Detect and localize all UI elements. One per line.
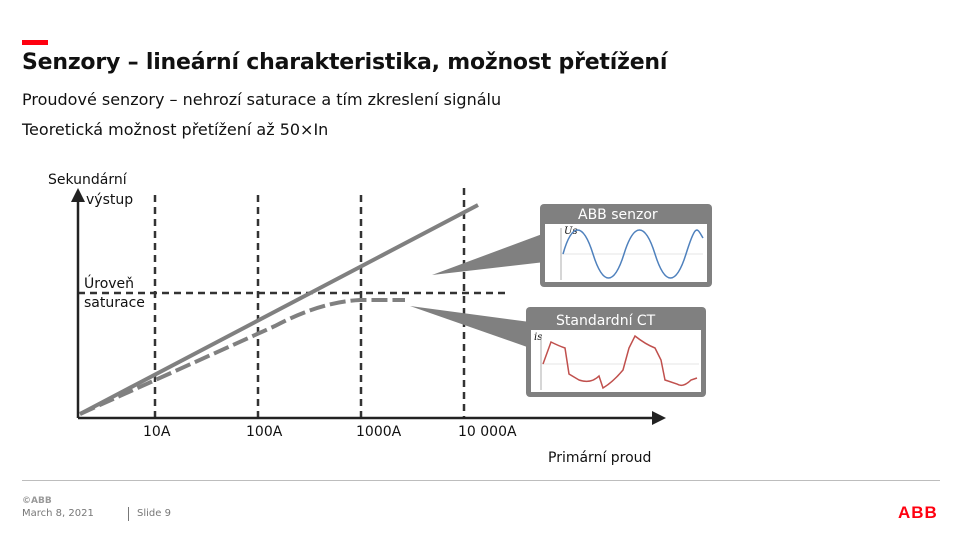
saturation-label-line2: saturace [84, 295, 145, 311]
saturation-label-line1: Úroveň [84, 276, 135, 292]
footer-date: March 8, 2021 [22, 508, 94, 519]
x-tick-label: 10A [143, 424, 171, 440]
bullet-overload: Teoretická možnost přetížení až 50×In [22, 120, 329, 139]
footer-copyright-logo: ©ABB [22, 496, 52, 506]
y-axis-label-line2: výstup [86, 192, 134, 208]
y-axis-label-line1: Sekundární [48, 172, 127, 188]
x-axis-arrow [652, 411, 666, 425]
ct-distorted-signal [540, 334, 699, 390]
x-tick-label: 10 000A [458, 424, 517, 440]
ct-inset-axis-label: is [534, 332, 543, 343]
abb-sensor-inset: ABB senzor Us [540, 204, 712, 287]
ct-callout-pointer [410, 306, 530, 348]
abb-callout-pointer [432, 233, 545, 275]
abb-inset-axis-label: Us [564, 226, 578, 237]
footer-slide-number: Slide 9 [137, 508, 171, 519]
footer-divider [22, 480, 940, 481]
x-tick-label: 1000A [356, 424, 402, 440]
y-axis-arrow [71, 188, 85, 202]
abb-inset-caption: ABB senzor [578, 207, 658, 223]
x-axis-label: Primární proud [548, 450, 652, 466]
footer-separator [128, 507, 129, 521]
abb-logo: ABB [898, 503, 938, 522]
standard-ct-inset: Standardní CT is [526, 307, 706, 397]
sensor-linear-line [79, 203, 479, 416]
bullet-no-saturation: Proudové senzory – nehrozí saturace a tí… [22, 90, 502, 109]
x-tick-label: 100A [246, 424, 283, 440]
title-accent-bar [22, 40, 48, 45]
ct-inset-caption: Standardní CT [556, 313, 656, 329]
abb-sine-signal [560, 228, 704, 280]
ct-saturation-curve [79, 298, 405, 416]
slide-title: Senzory – lineární charakteristika, možn… [22, 50, 668, 75]
